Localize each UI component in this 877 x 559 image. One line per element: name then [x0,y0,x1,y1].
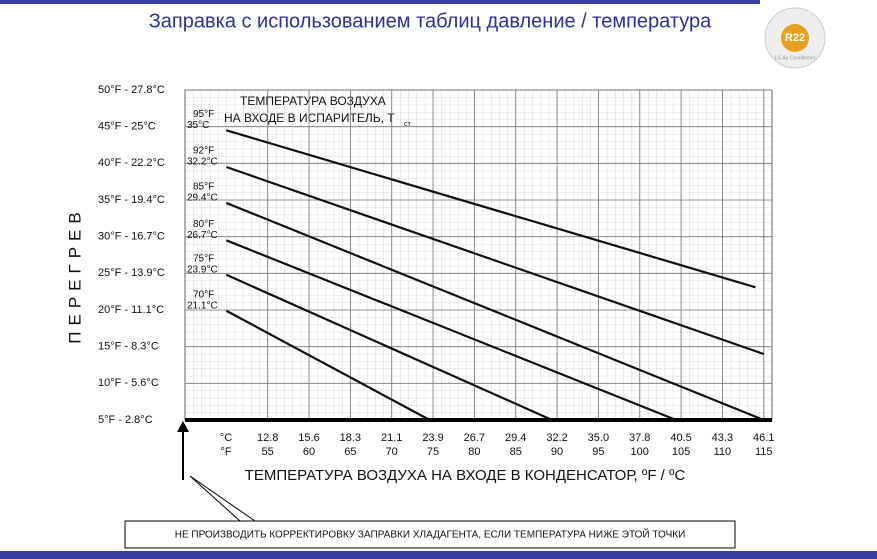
x-tick-label-c: 18.3 [340,432,361,444]
y-tick-label: 15°F - 8.3°C [98,341,159,353]
top-bar [0,0,760,4]
x-tick-label-c: 15.6 [298,432,319,444]
x-tick-label-c: 43.3 [712,432,733,444]
annotation: ТЕМПЕРАТУРА ВОЗДУХА [240,94,386,108]
y-tick-label: 45°F - 25°C [98,121,156,133]
y-tick-label: 5°F - 2.8°C [98,414,153,426]
x-tick-label-c: 46.1 [753,432,774,444]
series-label: 85°F [193,182,214,193]
bottom-bar [0,551,877,559]
logo-caption: LG Air Conditioner [775,55,816,61]
x-tick-label: 90 [551,446,563,458]
logo-disc [781,24,809,52]
y-tick-label: 50°F - 27.8°C [98,84,165,96]
note: НЕ ПРОИЗВОДИТЬ КОРРЕКТИРОВКУ ЗАПРАВКИ ХЛ… [175,528,686,541]
series-label: 70°F [193,289,214,300]
x-tick-label: 55 [262,446,274,458]
series-label-c: 29.4°C [187,193,218,204]
x-tick-label-c: 35.0 [588,432,609,444]
x-tick-label: 85 [510,446,522,458]
x-tick-label-c: 32.2 [546,432,567,444]
line [226,129,756,289]
x-tick-label: 100 [631,446,649,458]
y-tick-label: 30°F - 16.7°C [98,231,165,243]
x-tick-label: 95 [592,446,604,458]
line [225,239,677,422]
x-tick-label: 65 [344,446,356,458]
x-tick-label-c: 23.9 [422,432,443,444]
callout [189,475,256,522]
series-label-c: 23.9°C [187,264,218,275]
annotation-sub: ст [404,121,412,128]
series-label: 80°F [193,219,214,230]
x-tick-label: 105 [672,446,690,458]
line [225,309,431,421]
x-tick-label-c: 40.5 [670,432,691,444]
x-tick-label: 75 [427,446,439,458]
note-box [124,520,736,549]
arrow-head [177,421,189,432]
y-tick-label: 35°F - 19.4°C [98,194,165,206]
x-tick-label-c: 37.8 [629,432,650,444]
x-tick-label-c: 12.8 [257,432,278,444]
y-tick-label: 40°F - 22.2°C [98,157,165,169]
series-label-c: 35°C [187,120,209,131]
series-label-c: 32.2°C [187,157,218,168]
y-tick-label: 10°F - 5.6°C [98,377,159,389]
line [225,165,765,356]
x-tick-label-c: 29.4 [505,432,526,444]
x-tick-label: 80 [468,446,480,458]
y-tick-label: 20°F - 11.1°C [98,304,164,316]
x-tick-label: 110 [714,446,732,458]
x-tick-label-c: 21.1 [381,432,402,444]
line [225,273,553,422]
x-tick-label: 60 [303,446,315,458]
x-unit-f: °F [220,446,231,458]
series-label-c: 26.7°C [187,230,218,241]
title: Заправка с использованием таблиц давлени… [149,10,712,32]
x-tick-label-c: 26.7 [464,432,485,444]
x-tick-label: 115 [755,446,773,458]
series-label: 92°F [193,146,214,157]
series-label: 95°F [193,109,214,120]
series-label-c: 21.1°C [187,300,218,311]
y-tick-label: 25°F - 13.9°C [98,267,165,279]
series-label: 75°F [193,253,214,264]
logo: R22 [785,32,805,44]
annotation: НА ВХОДЕ В ИСПАРИТЕЛЬ, T [224,111,395,125]
x-unit-c: °C [220,432,232,444]
x-tick-label: 70 [386,446,398,458]
line [225,201,765,422]
x-axis-label: ТЕМПЕРАТУРА ВОЗДУХА НА ВХОДЕ В КОНДЕНСАТ… [245,467,686,484]
y-axis-label: ПЕРЕГРЕВ [65,206,84,343]
